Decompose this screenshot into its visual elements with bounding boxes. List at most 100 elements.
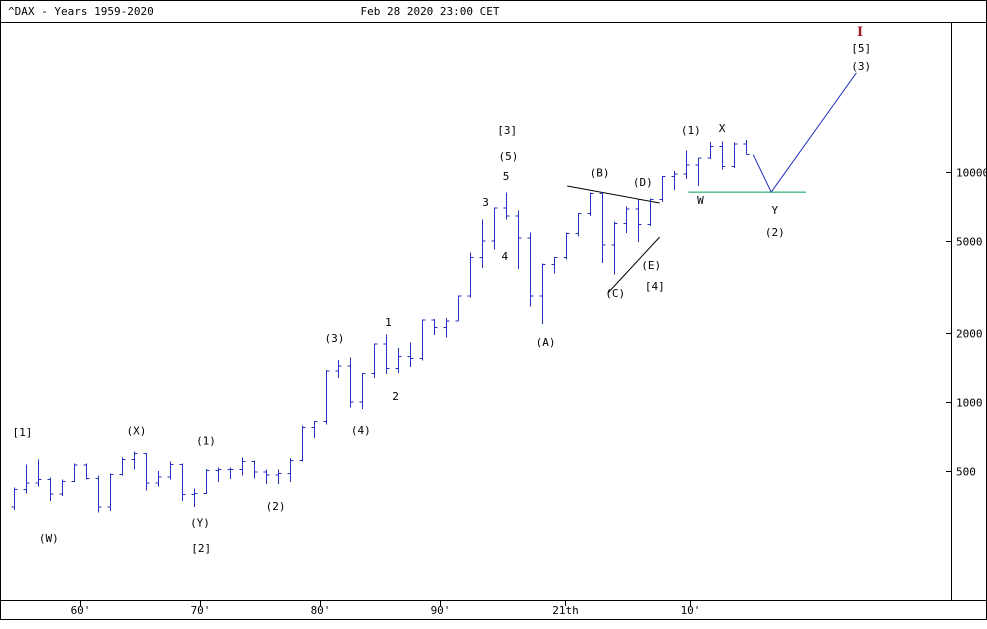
ohlc-bar: [251, 460, 258, 479]
y-axis-tick-label: 1000: [956, 397, 983, 410]
x-axis-tick-label: 70': [191, 604, 211, 617]
wave-label: (1): [196, 435, 216, 448]
chart-title: ^DAX - Years 1959-2020: [8, 5, 154, 18]
ohlc-bar: [479, 219, 486, 268]
ohlc-bar: [239, 457, 246, 476]
wave-label: (2): [266, 500, 286, 513]
wave-label: (3): [324, 332, 344, 345]
wave-label: (X): [126, 425, 146, 438]
ohlc-bar: [707, 141, 714, 159]
ohlc-bar: [11, 487, 18, 510]
ohlc-bar: [203, 468, 210, 494]
projection-line: [752, 72, 857, 194]
ohlc-bar: [143, 453, 150, 491]
primary-degree-label: I: [857, 25, 863, 40]
ohlc-bar: [191, 488, 198, 507]
wave-label: (3): [851, 60, 871, 73]
ohlc-bar: [671, 171, 678, 190]
ohlc-bar: [539, 263, 546, 324]
wave-label: [2]: [191, 542, 211, 555]
ohlc-bar: [455, 295, 462, 322]
wave-label: (E): [641, 259, 661, 272]
wave-label: 5: [503, 170, 510, 183]
wave-label: X: [719, 122, 726, 135]
ohlc-bar: [59, 479, 66, 497]
ohlc-bar: [347, 357, 354, 408]
wave-label: (Y): [190, 516, 210, 529]
ohlc-bar: [551, 256, 558, 274]
ohlc-bar: [623, 206, 630, 233]
ohlc-bar: [95, 475, 102, 513]
ohlc-bar: [215, 467, 222, 482]
wave-label: Y: [771, 204, 778, 217]
wave-label: (5): [498, 150, 518, 163]
ohlc-bar: [395, 347, 402, 374]
ohlc-bar: [503, 192, 510, 220]
ohlc-bar: [659, 176, 666, 202]
ohlc-bar: [491, 207, 498, 250]
ohlc-bar: [323, 369, 330, 425]
wave-label: (4): [351, 424, 371, 437]
ohlc-bar: [371, 343, 378, 378]
ohlc-bar: [107, 473, 114, 512]
ohlc-bar: [587, 192, 594, 216]
ohlc-bar: [407, 342, 414, 367]
ohlc-bar: [515, 210, 522, 269]
ohlc-bar: [167, 461, 174, 480]
wave-label: (D): [633, 176, 653, 189]
ohlc-bar: [179, 463, 186, 501]
ohlc-bar: [611, 221, 618, 275]
ohlc-bar: [731, 142, 738, 169]
wave-label: [4]: [645, 280, 665, 293]
wave-label: 3: [482, 196, 489, 209]
ohlc-bar: [419, 319, 426, 361]
ohlc-bar: [695, 157, 702, 186]
ohlc-bar: [227, 467, 234, 480]
ohlc-bar: [131, 451, 138, 470]
wave-label: [3]: [497, 124, 517, 137]
ohlc-bar: [287, 458, 294, 483]
ohlc-bar: [575, 213, 582, 237]
wave-label: (B): [590, 167, 610, 180]
y-axis-tick-label: 2000: [956, 328, 983, 341]
ohlc-bar: [23, 464, 30, 494]
ohlc-bar: [683, 150, 690, 179]
ohlc-bar: [743, 139, 750, 156]
ohlc-bar: [431, 319, 438, 335]
ohlc-bar: [443, 318, 450, 338]
x-axis-tick-label: 21th: [552, 604, 579, 617]
wave-label: [5]: [851, 42, 871, 55]
wave-label: 4: [501, 250, 508, 263]
ohlc-bar: [335, 359, 342, 379]
wave-label: 1: [385, 316, 392, 329]
y-axis-tick-label: 5000: [956, 236, 983, 249]
ohlc-bar: [527, 232, 534, 307]
ohlc-bar: [599, 193, 606, 264]
ohlc-bar: [155, 471, 162, 487]
wave-label: (C): [605, 287, 625, 300]
ohlc-bar: [383, 334, 390, 375]
wave-label: (W): [39, 532, 59, 545]
ohlc-bar: [311, 421, 318, 439]
x-axis-tick-label: 90': [431, 604, 451, 617]
ohlc-bar: [467, 252, 474, 298]
y-axis-tick-label: 500: [956, 466, 976, 479]
ohlc-bar: [275, 469, 282, 484]
trendline-upper-line: [567, 185, 660, 204]
ohlc-bar: [647, 198, 654, 226]
y-axis-tick-label: 10000: [956, 167, 987, 180]
ohlc-bar: [71, 463, 78, 483]
ohlc-bar: [47, 477, 54, 501]
ohlc-bar: [35, 459, 42, 487]
x-axis-tick-label: 10': [681, 604, 701, 617]
x-axis-tick-label: 60': [71, 604, 91, 617]
wave-label: (2): [765, 226, 785, 239]
ohlc-bar: [263, 469, 270, 484]
ohlc-bar: [119, 457, 126, 476]
ohlc-bar: [635, 199, 642, 242]
wave-label: 2: [392, 390, 399, 403]
ohlc-bar: [563, 232, 570, 260]
